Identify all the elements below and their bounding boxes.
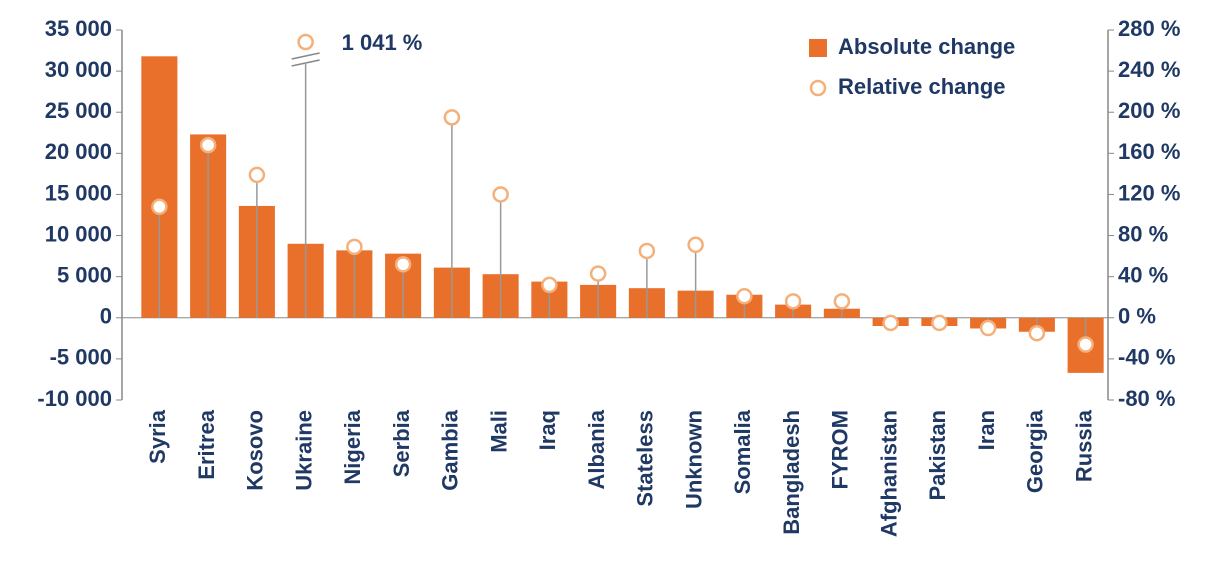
y2-tick-label: 160 % (1118, 139, 1180, 164)
point (492, 186, 509, 203)
x-tick-label: Russia (1071, 409, 1096, 482)
x-tick-label: FYROM (828, 410, 853, 489)
point (1028, 324, 1046, 342)
point (346, 238, 363, 256)
y2-tick-label: -40 % (1118, 345, 1175, 370)
legend-label: Absolute change (838, 34, 1015, 59)
x-tick-label: Somalia (730, 409, 755, 494)
point (394, 256, 412, 273)
legend-label: Relative change (838, 74, 1006, 99)
legend-swatch (809, 39, 827, 57)
data-label: 1 041 % (342, 30, 423, 55)
y-tick-label: 15 000 (45, 180, 112, 205)
x-tick-label: Serbia (389, 409, 414, 477)
x-tick-label: Bangladesh (779, 410, 804, 535)
x-tick-label: Albania (584, 409, 609, 489)
y2-tick-label: -80 % (1118, 386, 1175, 411)
point (248, 166, 266, 184)
axis-break (291, 52, 320, 67)
point (151, 198, 168, 216)
point (443, 109, 461, 126)
y-tick-label: 30 000 (45, 57, 112, 82)
x-tick-label: Afghanistan (876, 410, 901, 537)
point (638, 242, 656, 260)
point (687, 236, 704, 254)
x-tick-label: Nigeria (340, 409, 365, 484)
y-tick-label: 0 (100, 304, 112, 329)
point (541, 276, 558, 294)
y2-tick-label: 200 % (1118, 98, 1180, 123)
y2-tick-label: 240 % (1118, 57, 1180, 82)
y2-tick-label: 40 % (1118, 262, 1168, 287)
x-tick-label: Stateless (633, 410, 658, 507)
y-tick-label: 5 000 (57, 262, 112, 287)
x-tick-label: Mali (486, 410, 511, 453)
x-tick-label: Iraq (535, 410, 560, 450)
y-tick-label: 35 000 (45, 16, 112, 41)
y2-tick-label: 0 % (1118, 304, 1156, 329)
x-tick-label: Unknown (681, 410, 706, 509)
x-tick-label: Georgia (1023, 409, 1048, 493)
y2-tick-label: 120 % (1118, 180, 1180, 205)
x-tick-label: Ukraine (291, 410, 316, 491)
point (1077, 336, 1094, 353)
x-tick-label: Kosovo (243, 410, 268, 491)
point (931, 314, 948, 332)
point (589, 265, 607, 282)
point (882, 314, 899, 332)
point (784, 293, 802, 310)
point (199, 136, 217, 154)
y-tick-label: 20 000 (45, 139, 112, 164)
point (297, 33, 314, 51)
y-tick-label: -10 000 (37, 386, 112, 411)
y-tick-label: -5 000 (50, 345, 112, 370)
x-tick-label: Gambia (438, 409, 463, 490)
x-tick-label: Eritrea (194, 409, 219, 479)
y2-tick-label: 280 % (1118, 16, 1180, 41)
y-tick-label: 25 000 (45, 98, 112, 123)
x-tick-label: Iran (974, 410, 999, 450)
y2-tick-label: 80 % (1118, 221, 1168, 246)
y-tick-label: 10 000 (45, 221, 112, 246)
legend-swatch (809, 79, 827, 97)
x-tick-label: Syria (145, 409, 170, 464)
point (736, 287, 753, 305)
point (979, 319, 997, 337)
point (833, 293, 851, 310)
x-tick-label: Pakistan (925, 410, 950, 501)
